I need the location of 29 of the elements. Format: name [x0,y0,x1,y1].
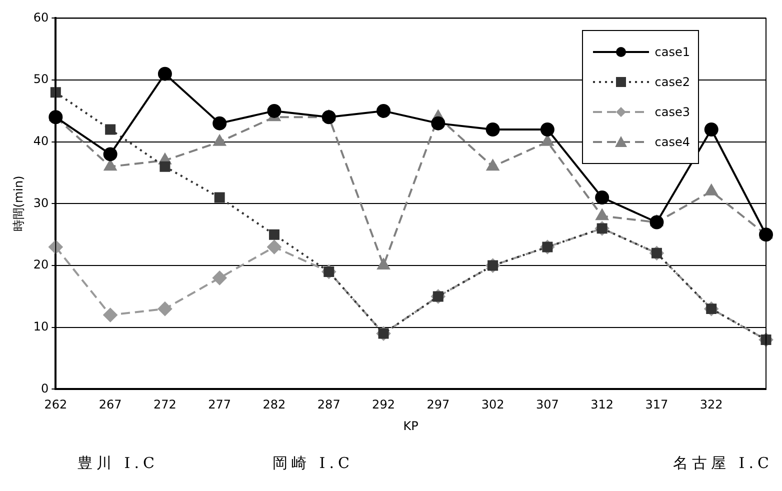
text: 名古屋 I.C [673,454,773,473]
x-tick-label: 312 [590,398,614,412]
y-tick-label: 10 [33,319,49,334]
y-tick-label: 30 [33,196,49,210]
y-tick-label: 0 [41,381,49,396]
y-tick-label: 50 [33,72,49,86]
x-tick-label: 272 [154,398,176,412]
legend-label: case1 [654,45,690,59]
x-axis-title: KP [403,418,418,433]
y-tick-label: 20 [33,258,49,272]
legend-label: case3 [654,105,690,119]
text: 豊川 I.C [78,454,158,473]
legend-label: case4 [654,135,690,149]
x-tick-label: 307 [536,398,559,412]
x-tick-label: 267 [98,398,122,412]
x-tick-label: 282 [262,398,286,412]
y-tick-label: 60 [33,10,49,24]
legend-label: case2 [654,75,690,89]
y-axis-title: 時間(min) [11,176,26,232]
x-tick-label: 322 [700,398,723,412]
text: 岡崎 I.C [272,454,354,473]
x-tick-label: 262 [44,398,68,412]
x-tick-label: 292 [372,398,395,412]
x-tick-label: 317 [645,398,668,412]
x-tick-label: 297 [426,398,450,412]
x-tick-label: 277 [208,398,232,412]
y-tick-label: 40 [33,134,49,148]
x-tick-label: 287 [317,398,340,412]
x-tick-label: 302 [481,398,504,412]
